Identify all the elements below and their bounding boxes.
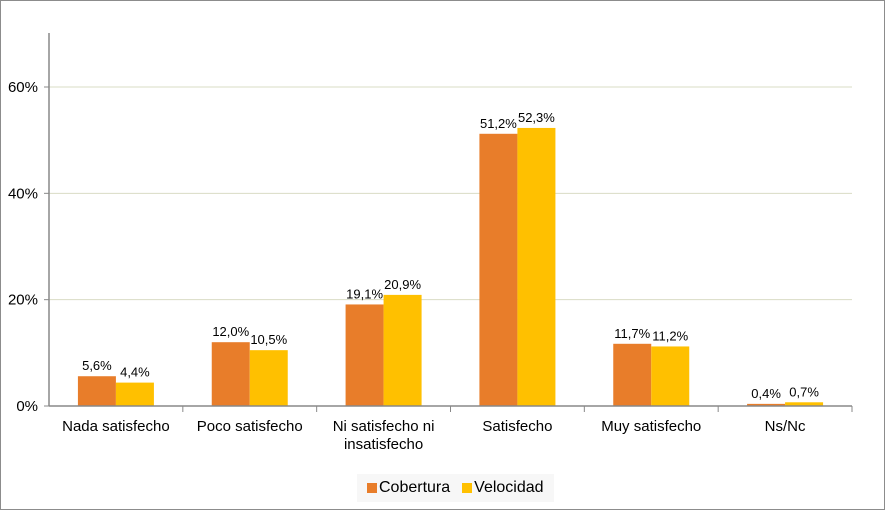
legend-item-velocidad: Velocidad	[462, 479, 544, 497]
y-tick-label: 20%	[8, 292, 38, 309]
bar-velocidad	[249, 350, 288, 406]
legend-item-cobertura: Cobertura	[367, 479, 450, 497]
data-label: 5,6%	[82, 358, 112, 373]
bar-velocidad	[785, 402, 824, 406]
x-tick-label: Ni satisfecho ni	[333, 418, 435, 435]
data-label: 10,5%	[250, 332, 287, 347]
x-tick-label: Satisfecho	[482, 418, 552, 435]
bar-cobertura	[211, 342, 250, 406]
data-label: 11,2%	[652, 328, 688, 343]
data-label: 19,1%	[346, 286, 383, 301]
bar-velocidad	[651, 346, 690, 406]
x-tick-label: Nada satisfecho	[62, 418, 170, 435]
bar-cobertura	[77, 376, 116, 406]
x-tick-label: insatisfecho	[344, 436, 423, 453]
x-tick-label: Muy satisfecho	[601, 418, 701, 435]
legend-label: Velocidad	[474, 479, 544, 496]
y-tick-label: 0%	[16, 398, 38, 415]
y-tick-label: 60%	[8, 79, 38, 96]
legend-swatch-velocidad	[462, 483, 473, 493]
bar-velocidad	[115, 382, 154, 406]
x-tick-label: Poco satisfecho	[197, 418, 303, 435]
bar-cobertura	[747, 403, 786, 406]
bar-cobertura	[613, 343, 652, 406]
data-label: 12,0%	[212, 324, 249, 339]
data-label: 11,7%	[614, 326, 650, 341]
y-tick-label: 40%	[8, 185, 38, 202]
bar-cobertura	[345, 304, 384, 406]
legend-label: Cobertura	[379, 479, 451, 496]
bar-cobertura	[479, 133, 518, 406]
data-label: 0,7%	[789, 384, 819, 399]
data-label: 52,3%	[518, 110, 555, 125]
legend: Cobertura Velocidad	[357, 474, 554, 502]
data-label: 4,4%	[120, 365, 150, 380]
data-label: 0,4%	[751, 386, 781, 401]
data-label: 51,2%	[480, 116, 517, 131]
bar-velocidad	[383, 294, 422, 406]
bar-velocidad	[517, 127, 556, 407]
data-label: 20,9%	[384, 277, 421, 292]
x-tick-label: Ns/Nc	[765, 418, 806, 435]
legend-swatch-cobertura	[367, 483, 377, 493]
